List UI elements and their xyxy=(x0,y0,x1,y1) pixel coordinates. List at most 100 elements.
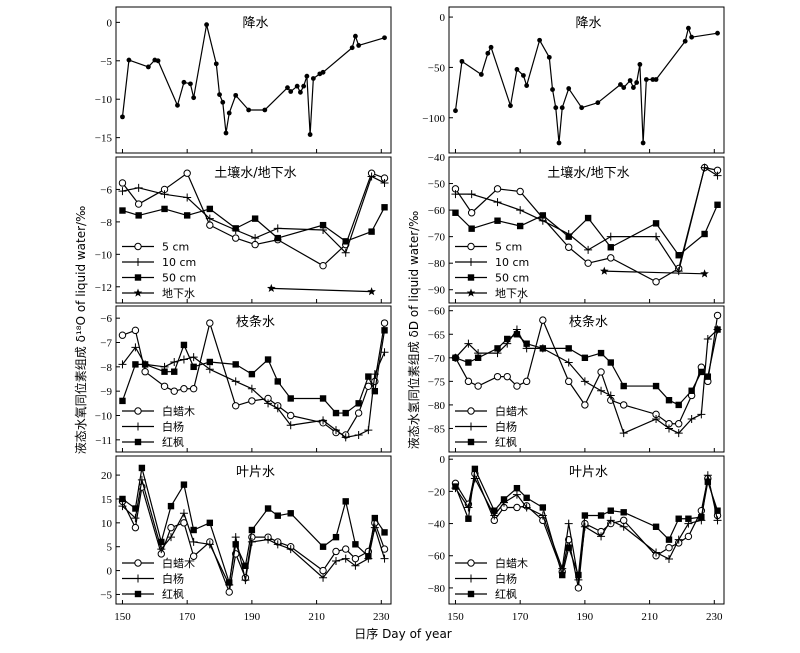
right-panel-2-data-point xyxy=(522,377,531,386)
left-panel-2-legend-marker xyxy=(134,438,142,446)
right-panel-3-xtick-label: 150 xyxy=(447,611,464,623)
right-panel-1-data-point xyxy=(607,244,614,251)
right-panel-0-data-point xyxy=(715,30,720,36)
right-panel-3-data-point xyxy=(581,512,589,519)
right-panel-1-series-line xyxy=(604,270,705,275)
left-panel-3-data-point xyxy=(351,561,360,570)
left-panel-3-xtick-label: 230 xyxy=(373,611,390,623)
right-panel-1-data-point xyxy=(606,232,615,241)
left-panel-2-data-point xyxy=(354,430,363,439)
left-panel-0-data-point xyxy=(223,130,229,136)
left-panel-2-data-point xyxy=(132,361,139,368)
right-panel-3-data-point xyxy=(713,516,722,525)
left-panel-0-data-point xyxy=(285,85,290,91)
right-panel-2-series-1 xyxy=(451,325,722,438)
left-panel-2-legend-label: 白蜡木 xyxy=(162,404,195,418)
left-panel-3-data-point xyxy=(179,509,188,518)
right-panel-2-data-point xyxy=(597,368,605,376)
left-panel-3-data-point xyxy=(287,510,294,517)
right-panel-3-legend-label: 红枫 xyxy=(495,587,517,601)
right-panel-1: −90 −80 −70 −60 −50 −40 土壤水/地下水 5 cm 10 cm 50 cm 地… xyxy=(428,152,725,304)
left-panel-1-series-line xyxy=(122,207,386,242)
left-panel-2-legend-marker xyxy=(134,407,142,415)
right-panel-2-data-point xyxy=(698,368,705,376)
right-panel-1-ytick-label: −40 xyxy=(428,152,446,164)
left-panel-2-data-point xyxy=(118,331,127,339)
right-panel-3-legend-label: 白杨 xyxy=(495,572,517,586)
left-panel-2-ytick-label: −9 xyxy=(100,386,112,398)
right-panel-2-data-point xyxy=(503,372,511,381)
right-panel-0-data-point xyxy=(566,86,572,91)
left-panel-2-data-point xyxy=(380,348,389,357)
right-panel-3-xtick-label: 170 xyxy=(512,611,529,623)
left-panel-2-data-point xyxy=(141,361,149,368)
left-panel-3-data-point xyxy=(206,519,214,527)
left-panel-2-data-point xyxy=(274,378,281,385)
left-panel-3-data-point xyxy=(342,545,350,553)
left-panel-1-legend-label: 地下水 xyxy=(162,287,195,300)
left-panel-3-xtick-label: 150 xyxy=(114,611,131,623)
right-panel-1-ytick-label: −50 xyxy=(428,179,446,191)
y-axis-title-left: 液态水氧同位素组成 δ¹⁸O of liquid water/‰ xyxy=(73,206,88,454)
right-panel-1-data-point xyxy=(565,243,573,251)
left-panel-2-title: 枝条水 xyxy=(236,314,275,330)
right-panel-0-data-point xyxy=(514,67,520,72)
y-axis-title-right: 液态水氢同位素组成 δD of liquid water/‰ xyxy=(406,211,421,450)
right-panel-1-data-point xyxy=(674,267,683,276)
right-panel-3-data-point xyxy=(703,471,712,480)
right-panel-2-data-point xyxy=(565,345,572,352)
left-panel-2-data-point xyxy=(364,426,373,435)
right-panel-2-data-point xyxy=(697,410,706,419)
right-panel-3-title: 叶片水 xyxy=(569,465,608,480)
left-panel-2-series-0 xyxy=(118,319,389,439)
left-panel-1-data-point xyxy=(135,212,142,219)
left-panel-1-data-point xyxy=(367,287,376,296)
left-panel-1-data-point xyxy=(367,172,376,181)
left-panel-3-data-point xyxy=(119,495,126,503)
right-panel-2-data-point xyxy=(474,382,482,390)
right-panel-0-data-point xyxy=(508,103,513,109)
right-panel-2-title: 枝条水 xyxy=(569,314,608,330)
left-panel-0-title: 降水 xyxy=(242,16,268,31)
right-panel-3-data-point xyxy=(513,503,521,512)
right-panel-3-series-line xyxy=(454,473,719,589)
left-panel-2-data-point xyxy=(205,365,214,374)
left-panel-3-data-point xyxy=(231,533,240,542)
left-panel-2-data-point xyxy=(170,387,178,395)
right-panel-2-series-0 xyxy=(451,311,722,428)
right-panel-2-data-point xyxy=(474,354,482,362)
right-panel-3-data-point xyxy=(539,504,547,511)
right-panel-3-data-point xyxy=(574,584,583,592)
left-panel-1-legend-label: 10 cm xyxy=(162,256,196,269)
right-panel-0-data-point xyxy=(634,80,640,85)
left-panel-2-data-point xyxy=(247,384,256,393)
left-panel-3-data-point xyxy=(341,554,350,563)
left-panel-0-data-point xyxy=(145,64,151,70)
right-panel-2-series-2 xyxy=(452,326,721,409)
left-panel-1-data-point xyxy=(380,178,389,187)
right-panel-2-data-point xyxy=(513,331,521,338)
left-panel-3-data-point xyxy=(264,505,272,512)
right-panel-3-data-point xyxy=(559,571,566,579)
left-panel-0-data-point xyxy=(175,102,180,108)
right-panel-2-data-point xyxy=(581,354,589,362)
right-panel-3-data-point xyxy=(698,513,705,521)
left-panel-0-series-line xyxy=(121,24,385,136)
right-panel-3-data-point xyxy=(564,519,573,528)
right-panel-1-ytick-label: −60 xyxy=(428,205,446,217)
right-panel-0-data-point xyxy=(621,85,627,90)
left-panel-0-data-point xyxy=(181,79,187,85)
left-panel-3-data-point xyxy=(319,566,327,575)
left-panel-2-data-point xyxy=(189,353,198,362)
right-panel-1-data-point xyxy=(516,187,524,196)
right-panel-3-frame xyxy=(448,455,725,605)
right-panel-1-frame xyxy=(448,156,725,304)
left-panel-0-series-0 xyxy=(120,22,387,137)
left-panel-0-data-point xyxy=(356,43,362,48)
right-panel-1-data-point xyxy=(713,171,722,180)
right-panel-3-data-point xyxy=(464,503,473,512)
right-panel-3-data-point xyxy=(665,543,673,552)
right-panel-0-data-point xyxy=(653,77,659,82)
